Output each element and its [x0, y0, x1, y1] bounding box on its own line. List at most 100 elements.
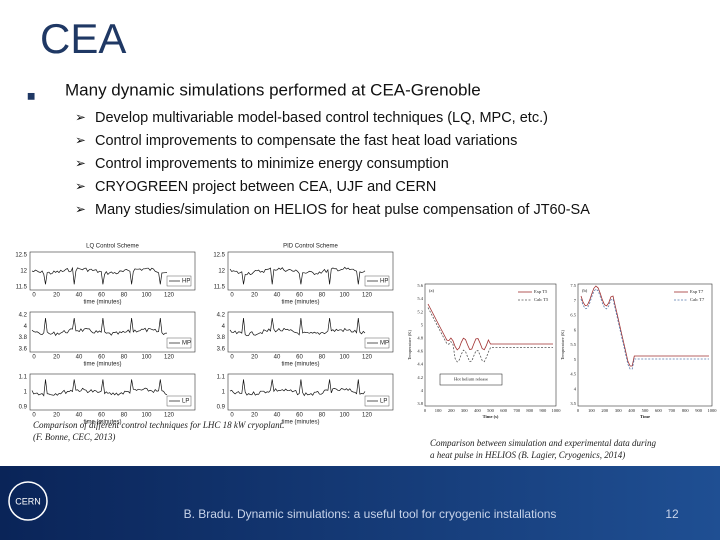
x-tick-label: 60 — [98, 355, 105, 361]
trace — [31, 379, 168, 397]
sub-bullet: Control improvements to compensate the f… — [95, 133, 517, 149]
legend-label: MP — [182, 341, 191, 347]
annotation: Hot helium release — [454, 377, 488, 382]
x-tick-label: 200 — [601, 408, 609, 413]
plot-frame — [424, 283, 557, 407]
legend-label: HP — [182, 279, 190, 285]
y-tick-label: 4.8 — [417, 335, 423, 340]
x-tick-label: 60 — [98, 413, 105, 419]
x-tick-label: 20 — [53, 413, 60, 419]
arrow-marker: ➢ — [75, 201, 86, 216]
x-tick-label: 300 — [461, 408, 469, 413]
x-tick-label: 200 — [448, 408, 456, 413]
arrow-marker: ➢ — [75, 178, 86, 193]
y-tick-label: 6 — [574, 327, 577, 332]
x-axis-label: time (minutes) — [83, 420, 121, 426]
y-tick-label: 1.1 — [19, 375, 28, 381]
sub-bullet: Develop multivariable model-based contro… — [95, 110, 548, 126]
plot-tag: (a) — [429, 288, 434, 293]
caption: Comparison of different control techniqu… — [33, 420, 284, 430]
y-tick-label: 12.5 — [15, 253, 27, 259]
sub-bullet: CRYOGREEN project between CEA, UJF and C… — [95, 179, 436, 195]
trace — [427, 303, 553, 351]
y-tick-label: 5.5 — [570, 342, 576, 347]
trace — [580, 288, 709, 370]
y-tick-label: 5.2 — [417, 309, 423, 314]
x-tick-label: 20 — [251, 413, 258, 419]
trace — [427, 307, 553, 363]
y-tick-label: 6.5 — [570, 313, 576, 318]
x-tick-label: 120 — [362, 293, 373, 299]
x-tick-label: 0 — [230, 293, 234, 299]
arrow-marker: ➢ — [75, 155, 86, 170]
x-tick-label: 900 — [540, 408, 548, 413]
page-number: 12 — [665, 507, 679, 521]
y-tick-label: 3.5 — [570, 401, 576, 406]
x-tick-label: 20 — [53, 293, 60, 299]
x-tick-label: 0 — [424, 408, 427, 413]
y-axis-label: Temperature (K) — [560, 329, 565, 360]
legend-label: Exp T5 — [534, 289, 548, 294]
x-tick-label: 20 — [251, 355, 258, 361]
x-tick-label: 0 — [32, 293, 36, 299]
x-tick-label: 80 — [319, 293, 326, 299]
y-tick-label: 3.6 — [19, 347, 28, 353]
arrow-marker: ➢ — [75, 132, 86, 147]
footer-text: B. Bradu. Dynamic simulations: a useful … — [184, 507, 557, 521]
main-bullet: Many dynamic simulations performed at CE… — [65, 80, 481, 99]
y-tick-label: 4.5 — [570, 372, 576, 377]
legend-label: MP — [380, 341, 389, 347]
y-tick-label: 4 — [24, 324, 28, 330]
y-tick-label: 0.9 — [19, 405, 28, 411]
x-tick-label: 80 — [121, 293, 128, 299]
x-tick-label: 800 — [526, 408, 534, 413]
y-tick-label: 7 — [574, 298, 577, 303]
trace — [580, 285, 709, 367]
x-tick-label: 300 — [615, 408, 623, 413]
y-tick-label: 3.8 — [217, 335, 226, 341]
legend-label: LP — [380, 399, 387, 405]
x-axis-label: time (minutes) — [83, 300, 121, 306]
trace — [31, 317, 168, 337]
legend-label: HP — [380, 279, 388, 285]
y-tick-label: 5 — [574, 357, 577, 362]
y-tick-label: 12 — [218, 269, 225, 275]
x-tick-label: 40 — [274, 355, 281, 361]
x-tick-label: 60 — [296, 293, 303, 299]
x-tick-label: 100 — [339, 293, 350, 299]
logo-text: CERN — [15, 496, 41, 506]
y-tick-label: 3.6 — [217, 347, 226, 353]
y-tick-label: 4.2 — [417, 375, 423, 380]
scheme-title: LQ Control Scheme — [86, 244, 139, 250]
y-tick-label: 4.2 — [217, 313, 226, 319]
scheme-title: PID Control Scheme — [283, 244, 338, 250]
legend-label: Calc T5 — [534, 297, 549, 302]
y-tick-label: 11.5 — [214, 285, 226, 291]
x-tick-label: 100 — [588, 408, 596, 413]
y-tick-label: 4 — [222, 324, 226, 330]
x-tick-label: 900 — [695, 408, 703, 413]
x-tick-label: 100 — [339, 413, 350, 419]
x-tick-label: 0 — [32, 355, 36, 361]
logo-ring — [8, 481, 48, 521]
y-tick-label: 1 — [24, 390, 28, 396]
x-tick-label: 400 — [474, 408, 482, 413]
y-tick-label: 3.8 — [19, 335, 28, 341]
y-axis-label: Temperature (K) — [407, 329, 412, 360]
x-tick-label: 1000 — [552, 408, 562, 413]
x-tick-label: 60 — [296, 355, 303, 361]
x-axis-label: time (minutes) — [281, 300, 319, 306]
x-tick-label: 80 — [121, 413, 128, 419]
x-tick-label: 100 — [141, 293, 152, 299]
bullet-marker: ■ — [27, 88, 35, 104]
x-tick-label: 20 — [251, 293, 258, 299]
x-axis-label: time (minutes) — [281, 420, 319, 426]
x-axis-label: Time — [640, 414, 650, 419]
y-tick-label: 12 — [20, 269, 27, 275]
x-tick-label: 0 — [230, 355, 234, 361]
annotation-box — [439, 373, 503, 386]
x-tick-label: 800 — [682, 408, 690, 413]
y-tick-label: 0.9 — [217, 405, 226, 411]
y-tick-label: 4.2 — [19, 313, 28, 319]
x-tick-label: 40 — [274, 413, 281, 419]
